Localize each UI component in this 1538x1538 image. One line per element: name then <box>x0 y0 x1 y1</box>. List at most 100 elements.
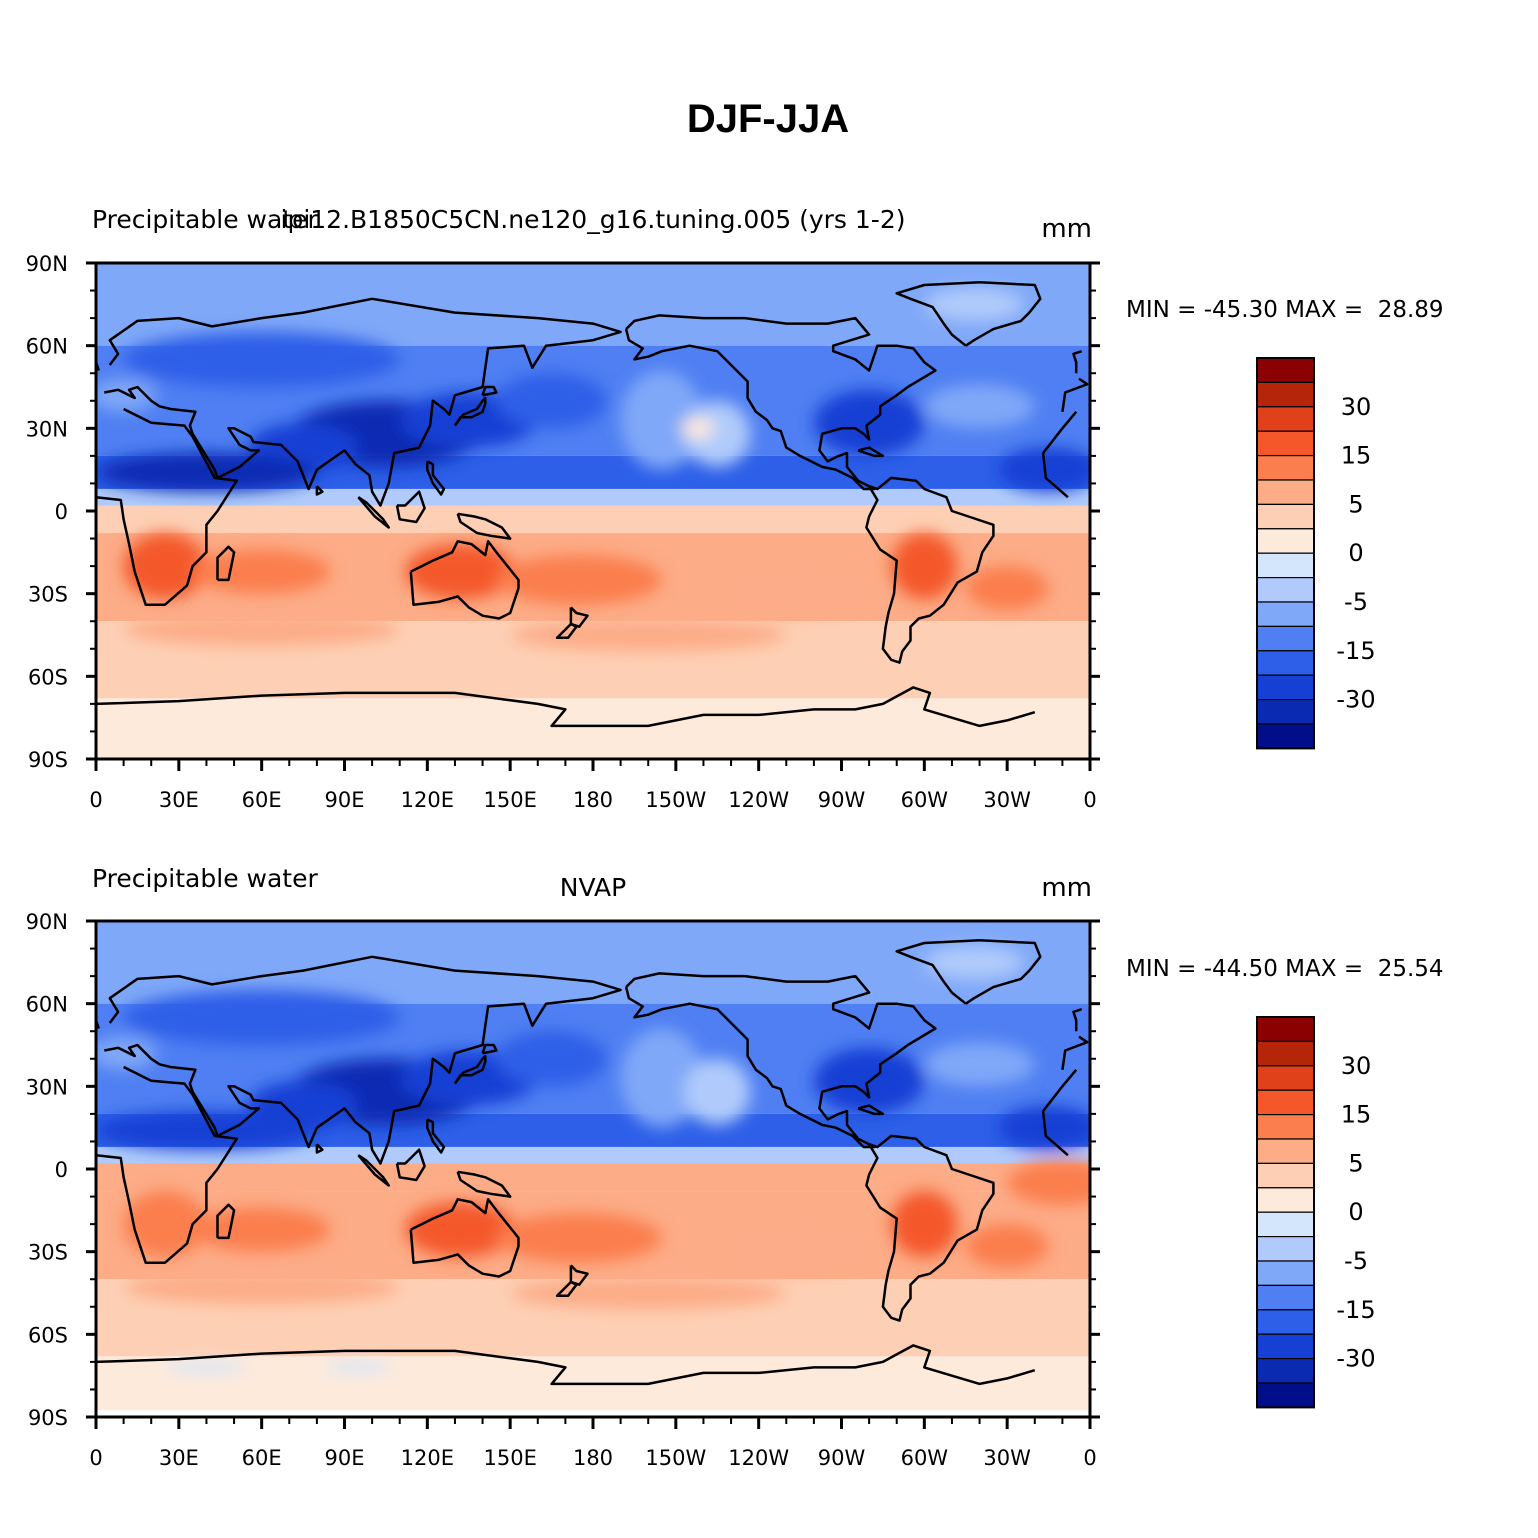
coastline-2-1 <box>104 955 622 1165</box>
lon-tick-label: 120W <box>728 788 789 812</box>
lon-tick-label: 30E <box>159 788 199 812</box>
blob-south-atlantic <box>965 566 1049 611</box>
colorbar-box <box>1256 406 1315 432</box>
colorbar-box <box>1256 625 1315 652</box>
colorbar-box <box>1256 1333 1315 1360</box>
coastline-17-0 <box>865 1134 995 1322</box>
blob-brazil <box>891 1191 958 1258</box>
lat-tick-label: 60N <box>26 993 68 1017</box>
lon-tick-label: 150E <box>483 1446 536 1470</box>
panel-1-map-field <box>96 263 1090 759</box>
lon-tick-label: 60E <box>242 788 282 812</box>
lon-tick-label: 90E <box>325 1446 365 1470</box>
coastline-7-0 <box>481 1043 498 1055</box>
band-equator-north <box>96 488 1090 506</box>
colorbar-label: -15 <box>1336 1296 1375 1324</box>
coastline-14-0 <box>624 314 937 491</box>
coastline-10-0 <box>456 512 512 540</box>
blob-australia <box>405 544 516 600</box>
colorbar-label: 5 <box>1348 1149 1363 1177</box>
coastline-10-0 <box>456 1170 512 1198</box>
lat-tick-label: 0 <box>55 500 68 524</box>
lat-tick-label: 60S <box>28 1323 68 1347</box>
colorbar-label: 15 <box>1341 1101 1372 1129</box>
colorbar-box <box>1256 1138 1315 1164</box>
colorbar-box <box>1256 1211 1315 1238</box>
blob-east-pacific <box>684 1058 751 1125</box>
blob-south-pacific <box>496 1213 663 1263</box>
panel-1-units: mm <box>1041 214 1092 244</box>
colorbar-box <box>1256 1040 1315 1067</box>
coastline-15-0 <box>895 939 1042 1005</box>
colorbar-box <box>1256 479 1315 505</box>
coastline-6-0 <box>453 1054 487 1085</box>
coastline-14-0 <box>624 972 937 1149</box>
colorbar-box <box>1256 1284 1315 1311</box>
coastline-3-0 <box>409 1198 520 1278</box>
panel-2-min-max: MIN = -44.50 MAX = 25.54 <box>1126 956 1444 982</box>
lon-tick-label: 150W <box>645 788 706 812</box>
coastline-11-0 <box>426 460 446 496</box>
lon-tick-label: 120E <box>401 788 454 812</box>
colorbar-box <box>1256 381 1315 408</box>
band-missing-south <box>96 1410 1090 1417</box>
panel-2-coastlines <box>96 939 1089 1386</box>
colorbar-box <box>1256 503 1315 530</box>
panel-1-min-max: MIN = -45.30 MAX = 28.89 <box>1126 297 1444 323</box>
blob-southern-ocean <box>123 1270 400 1305</box>
lon-tick-label: 30W <box>983 788 1031 812</box>
panel-2-axes: 90N 60N 30N 0 30S 60S 90S 0 30E 60E 90E 120E 150E 180… <box>26 910 1100 1470</box>
coastline-12-0 <box>315 1143 324 1154</box>
colorbar-box <box>1256 1357 1315 1384</box>
coastline-16-0 <box>857 1104 885 1116</box>
blob-brazil <box>891 533 958 600</box>
lat-tick-label: 30S <box>28 583 68 607</box>
panel-1-coastlines <box>96 281 1089 728</box>
lon-tick-label: 30E <box>159 1446 199 1470</box>
coastline-11-0 <box>426 1118 446 1154</box>
colorbar-box <box>1256 698 1315 725</box>
panel-2-colorbar: 30 15 5 0 -5 -15 -30 <box>1256 1016 1376 1409</box>
colorbar-box <box>1256 1065 1315 1091</box>
coastline-1-0 <box>216 1203 236 1240</box>
blob-se-pacific <box>731 571 870 616</box>
coastline-3-0 <box>409 540 520 620</box>
lon-tick-label: 30W <box>983 1446 1031 1470</box>
panel-1-colorbar: 30 15 5 0 -5 -15 -30 <box>1256 357 1376 750</box>
lat-tick-label: 0 <box>55 1158 68 1182</box>
panel-2-left-string: Precipitable water <box>92 864 318 893</box>
blob-atlantic-mid <box>924 384 1035 429</box>
lon-tick-label: 150W <box>645 1446 706 1470</box>
lat-tick-label: 90S <box>28 748 68 772</box>
coastline-0-2 <box>1042 410 1078 454</box>
coastline-18-0 <box>96 686 1036 728</box>
lon-tick-label: 180 <box>573 1446 613 1470</box>
blob-australia <box>405 1202 516 1258</box>
blob-south-pacific <box>496 555 663 605</box>
band-equator-south <box>96 1163 1090 1192</box>
lon-tick-label: 90W <box>818 1446 866 1470</box>
lon-tick-label: 120W <box>728 1446 789 1470</box>
blob-east-pacific <box>684 400 751 467</box>
blob-gulf-guinea <box>1007 1160 1090 1205</box>
coastline-8-0 <box>395 490 426 524</box>
figure-title: DJF-JJA <box>687 97 849 141</box>
lon-tick-label: 0 <box>89 1446 102 1470</box>
blob-central-pacific <box>620 1028 704 1128</box>
coastline-0-2 <box>1042 1068 1078 1112</box>
coastline-0-0 <box>1041 1110 1069 1157</box>
coastline-13-2 <box>1072 1008 1083 1032</box>
blob-nw-pacific <box>496 373 607 429</box>
band-equator-north <box>96 1146 1090 1164</box>
coastline-8-0 <box>395 1148 426 1182</box>
coastline-4-0 <box>569 606 589 628</box>
coastline-0-1 <box>96 407 239 606</box>
colorbar-label: -30 <box>1336 686 1375 714</box>
blob-atlantic-mid <box>924 1042 1035 1087</box>
blob-pacific-warm <box>681 417 715 440</box>
lat-tick-label: 60N <box>26 335 68 359</box>
coastline-5-0 <box>555 622 578 640</box>
lon-tick-label: 150E <box>483 788 536 812</box>
lat-tick-label: 30N <box>26 1075 68 1099</box>
blob-southern-africa <box>123 1191 207 1258</box>
